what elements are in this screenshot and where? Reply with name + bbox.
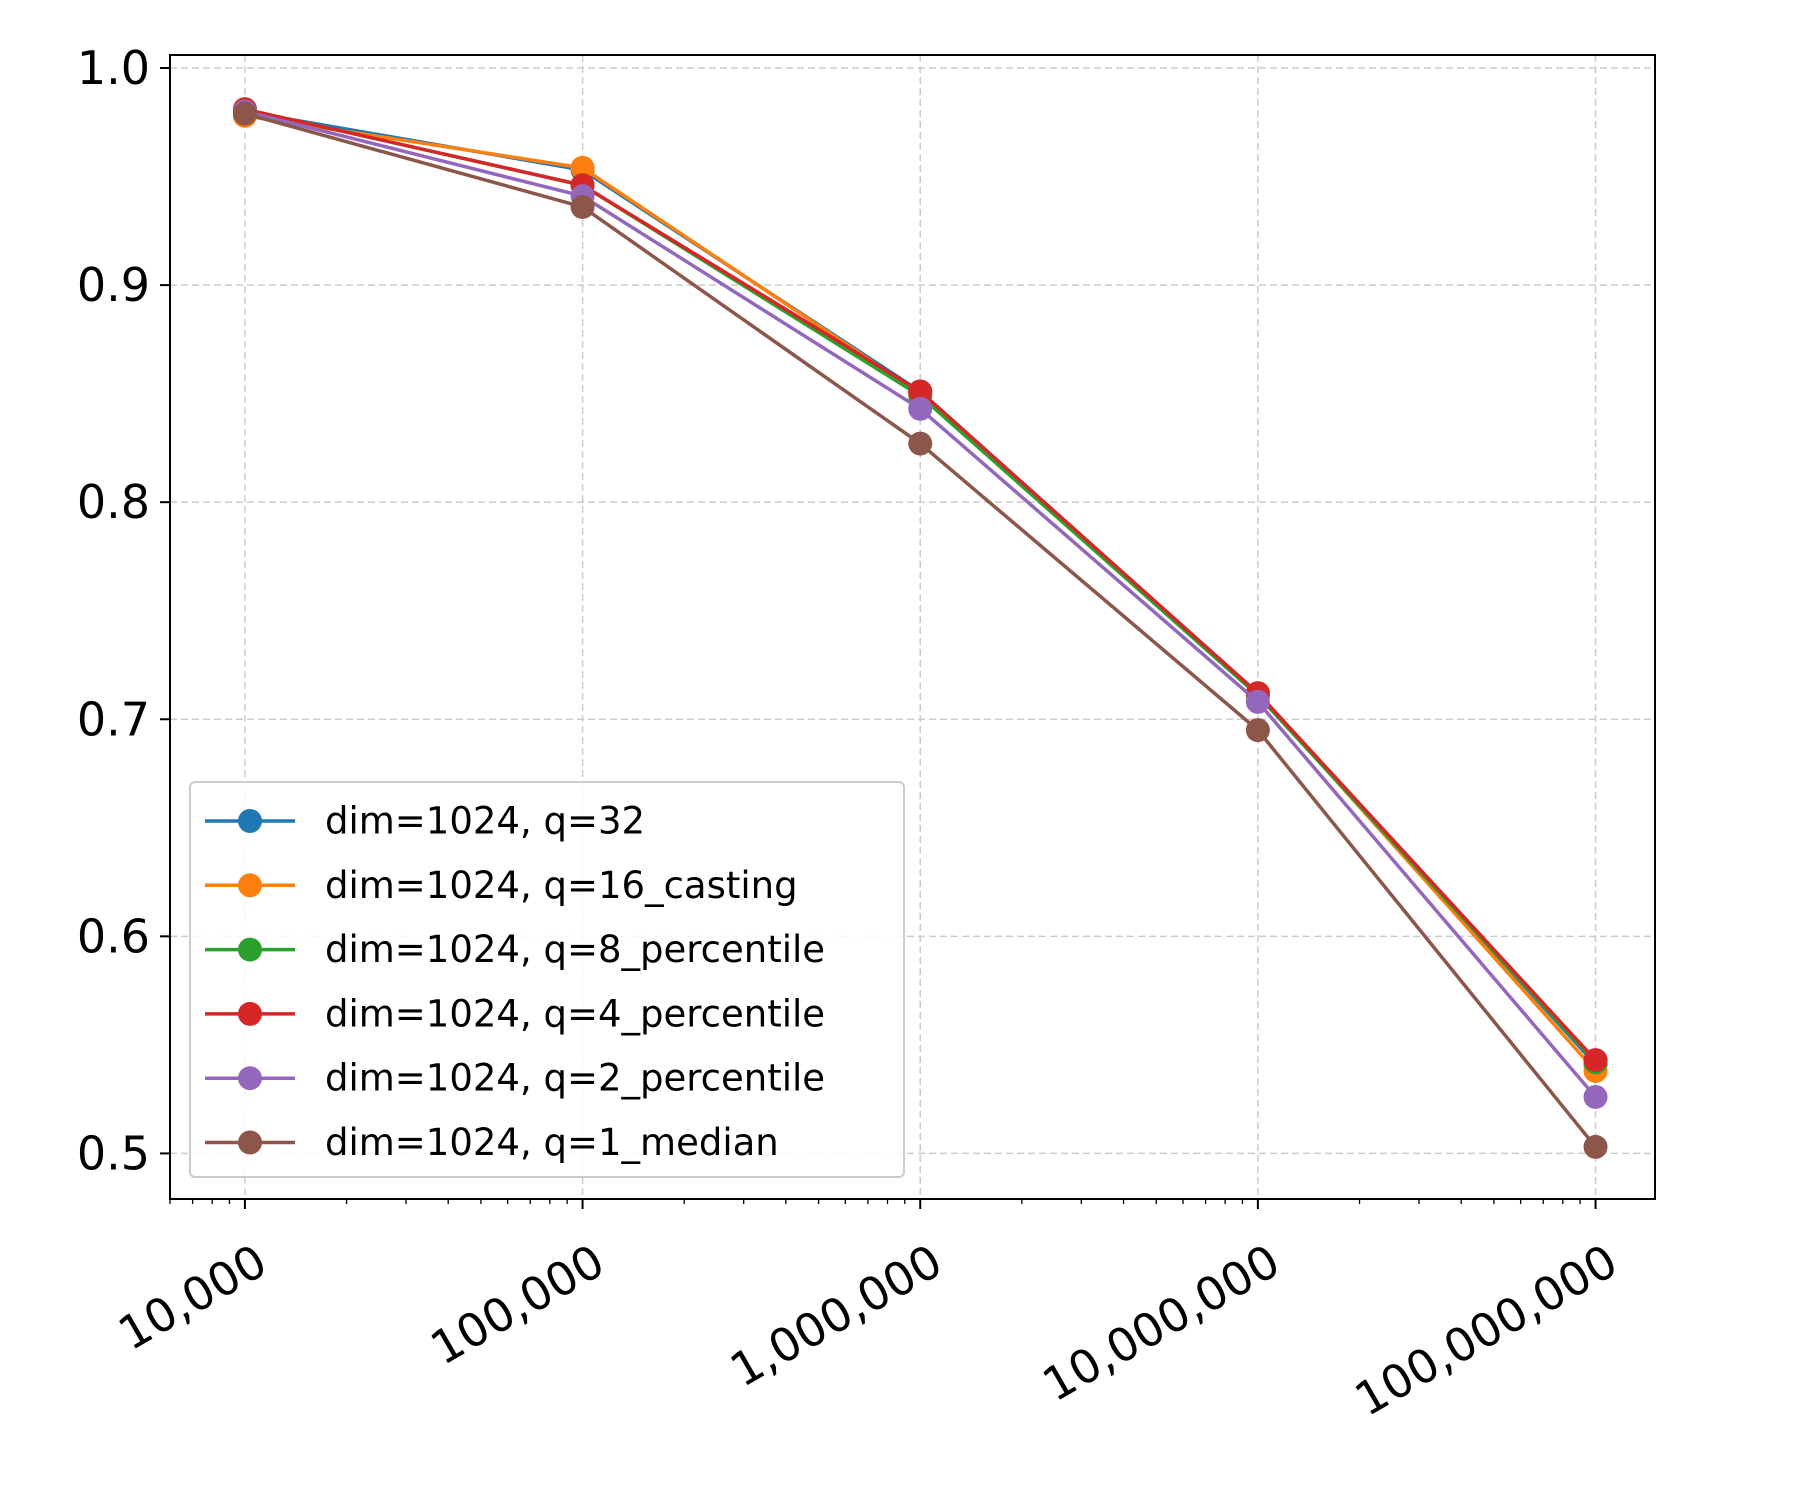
legend-label: dim=1024, q=1_median [325,1121,779,1164]
legend-label: dim=1024, q=4_percentile [325,992,825,1035]
data-point [570,194,595,219]
legend-marker [238,1066,262,1091]
y-tick-label: 0.8 [77,475,150,529]
data-point [908,396,933,421]
plot-frame [169,54,1656,1200]
data-point [1583,1048,1608,1073]
legend-item: dim=1024, q=4_percentile [205,992,825,1035]
legend-box [189,781,905,1178]
x-axis: 10,000 100,000 1,000,000 10,000,000 100,000,… [109,1199,1626,1427]
legend-label: dim=1024, q=8_percentile [325,928,825,971]
y-tick-label: 0.9 [77,258,150,312]
y-tick-label: 1.0 [77,41,150,95]
legend-item: dim=1024, q=32 [205,800,645,843]
y-axis: 0.5 0.6 0.7 0.8 0.9 1.0 [77,41,170,1180]
data-point [232,101,257,126]
legend-item: dim=1024, q=2_percentile [205,1057,825,1100]
x-tick-label: 10,000,000 [1033,1234,1288,1412]
series-lines [232,97,1608,1159]
legend-item: dim=1024, q=8_percentile [205,928,825,971]
series-6 [232,101,1608,1159]
x-tick-label: 10,000 [109,1234,275,1361]
legend-marker [238,1001,262,1026]
data-point [908,379,933,404]
legend-label: dim=1024, q=2_percentile [325,1057,825,1100]
legend: dim=1024, q=32 dim=1024, q=16_casting dim=… [189,781,905,1178]
data-point [1583,1084,1608,1109]
data-point [1583,1134,1608,1159]
legend-item: dim=1024, q=1_median [205,1121,779,1164]
data-point [1245,718,1270,743]
legend-marker [238,809,262,833]
data-point [570,155,595,180]
legend-marker [238,1130,262,1155]
legend-label: dim=1024, q=16_casting [325,864,798,907]
y-tick-label: 0.6 [77,909,150,963]
legend-marker [238,873,262,898]
y-tick-label: 0.5 [77,1126,150,1180]
y-tick-label: 0.7 [77,692,150,746]
data-point [908,431,933,456]
legend-marker [238,937,262,962]
x-tick-label: 100,000,000 [1346,1234,1626,1427]
x-tick-label: 1,000,000 [721,1234,951,1398]
legend-label: dim=1024, q=32 [325,800,645,843]
legend-item: dim=1024, q=16_casting [205,864,798,907]
x-tick-label: 100,000 [422,1234,614,1376]
data-point [1245,689,1270,714]
